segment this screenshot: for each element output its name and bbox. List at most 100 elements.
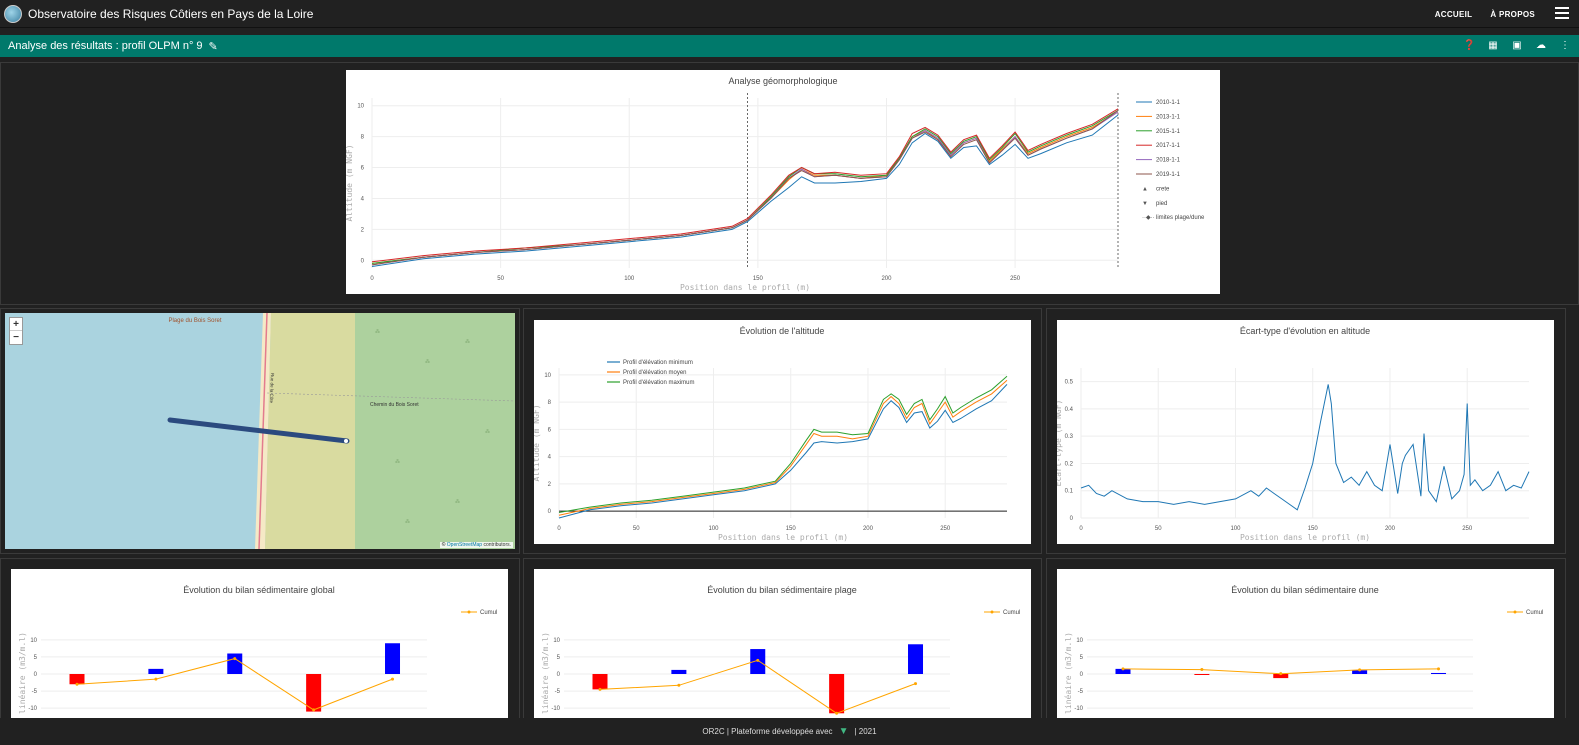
y-tick-label: 0 xyxy=(1080,672,1084,678)
x-tick-label: 150 xyxy=(786,526,797,532)
y-tick-label: -5 xyxy=(1078,689,1084,695)
zoom-out-button[interactable]: − xyxy=(13,332,19,343)
series-line-3 xyxy=(371,108,1119,263)
x-tick-label: 100 xyxy=(708,526,719,532)
x-axis-label: Position dans le profil (m) xyxy=(718,533,848,542)
y-tick-label: -10 xyxy=(28,706,37,712)
y-tick-label: 10 xyxy=(30,638,37,644)
y-tick-label: 0.3 xyxy=(1065,434,1074,440)
help-icon[interactable]: ❓ xyxy=(1463,40,1476,51)
bilan-global-chart[interactable]: Évolution du bilan sédimentaire global 10… xyxy=(11,569,508,718)
map-tiles[interactable]: ⁂ ⁂ ⁂ ⁂ ⁂ ⁂ ⁂ Plage du Bois Soret Chemin du Bo… xyxy=(5,313,515,549)
app-title[interactable]: Observatoire des Risques Côtiers en Pays… xyxy=(28,6,314,21)
cumul-point xyxy=(677,683,681,687)
bar xyxy=(908,644,924,674)
legend-label: Cumul xyxy=(1003,610,1020,616)
chart-title: Analyse géomorphologique xyxy=(728,76,837,86)
menu-icon[interactable] xyxy=(1555,7,1569,19)
more-vert-icon[interactable]: ⋮ xyxy=(1560,40,1570,51)
svg-text:⁂: ⁂ xyxy=(425,359,430,365)
bilan-dune-svg[interactable]: Évolution du bilan sédimentaire dune 10 5 0… xyxy=(1057,569,1554,718)
bar xyxy=(227,653,243,674)
bilan-plage-chart[interactable]: Évolution du bilan sédimentaire plage 10 5… xyxy=(534,569,1031,718)
x-tick-label: 150 xyxy=(753,276,764,282)
bar xyxy=(385,643,401,674)
y-axis-label: Écart-type (m NGF) xyxy=(1057,400,1063,487)
x-tick-label: 200 xyxy=(863,526,874,532)
y-tick-label: -5 xyxy=(555,689,561,695)
legend-label: Cumul xyxy=(1526,610,1543,616)
chart-title: Évolution du bilan sédimentaire plage xyxy=(707,585,857,595)
cumul-point xyxy=(233,657,237,661)
series-line-0 xyxy=(1080,384,1530,511)
bar xyxy=(69,674,85,685)
bar xyxy=(306,674,322,712)
bar xyxy=(148,668,164,674)
cumul-point xyxy=(1437,667,1441,671)
ecart-svg[interactable]: Écart-type d'évolution en altitude 0 50 100… xyxy=(1057,320,1554,544)
x-tick-label: 150 xyxy=(1308,526,1319,532)
svg-text:⁂: ⁂ xyxy=(465,339,470,345)
y-tick-label: 6 xyxy=(548,427,552,433)
legend-label: limites plage/dune xyxy=(1156,215,1205,221)
y-tick-label: 0.4 xyxy=(1065,407,1074,413)
y-tick-label: 0 xyxy=(34,672,38,678)
y-tick-label: 8 xyxy=(548,400,552,406)
legend-symbol: ··◆·· xyxy=(1142,215,1155,221)
x-tick-label: 50 xyxy=(497,276,504,282)
zoom-in-button[interactable]: + xyxy=(10,318,22,331)
y-axis-label: linéaire (m3/m.l) xyxy=(540,632,550,714)
series-line-4 xyxy=(371,111,1119,266)
cloud-upload-icon[interactable]: ☁ xyxy=(1536,40,1546,51)
svg-text:⁂: ⁂ xyxy=(455,499,460,505)
y-tick-label: -5 xyxy=(32,689,38,695)
bar xyxy=(592,674,608,690)
app-logo[interactable] xyxy=(4,4,22,23)
y-axis-label: Altitude (m NGF) xyxy=(534,404,541,481)
y-tick-label: 4 xyxy=(361,196,365,202)
altitude-chart[interactable]: Évolution de l'altitude 0 50 100 150 200 250 0 2… xyxy=(534,320,1031,544)
legend-label: crete xyxy=(1156,186,1170,192)
cumul-point xyxy=(391,677,395,681)
cumul-point xyxy=(598,687,602,691)
legend-label: Profil d'élévation minimum xyxy=(623,360,693,366)
nav-a-propos-link[interactable]: À PROPOS xyxy=(1490,9,1535,19)
y-tick-label: 2 xyxy=(548,482,552,488)
bilan-global-svg[interactable]: Évolution du bilan sédimentaire global 10… xyxy=(11,569,508,718)
series-line-1 xyxy=(371,111,1119,264)
y-axis-label: linéaire (m3/m.l) xyxy=(17,632,27,714)
y-tick-label: 5 xyxy=(34,655,38,661)
geomorpho-svg[interactable]: Analyse géomorphologique 0 50 100 150 200 250 0… xyxy=(346,70,1220,294)
svg-text:⁂: ⁂ xyxy=(395,459,400,465)
altitude-svg[interactable]: Évolution de l'altitude 0 50 100 150 200 250 0 2… xyxy=(534,320,1031,544)
y-tick-label: -10 xyxy=(1074,706,1083,712)
top-nav: ACCUEIL À PROPOS xyxy=(1435,0,1535,28)
calendar-icon[interactable]: ▣ xyxy=(1512,40,1522,51)
ecart-chart[interactable]: Écart-type d'évolution en altitude 0 50 100… xyxy=(1057,320,1554,544)
bar xyxy=(1194,674,1210,675)
analysis-toolbar: Analyse des résultats : profil OLPM n° 9… xyxy=(0,35,1579,57)
bilan-plage-svg[interactable]: Évolution du bilan sédimentaire plage 10 5… xyxy=(534,569,1031,718)
x-tick-label: 0 xyxy=(1079,526,1083,532)
y-tick-label: 0.5 xyxy=(1065,380,1074,386)
osm-link[interactable]: OpenStreetMap xyxy=(446,542,483,548)
footer: OR2C | Plateforme développée avec ▼ | 20… xyxy=(0,718,1579,745)
series-line-2 xyxy=(371,109,1119,264)
nav-accueil-link[interactable]: ACCUEIL xyxy=(1434,9,1473,19)
y-tick-label: 0 xyxy=(557,672,561,678)
x-tick-label: 100 xyxy=(624,276,635,282)
chart-title: Évolution de l'altitude xyxy=(740,326,825,336)
chart-title: Évolution du bilan sédimentaire global xyxy=(183,585,335,595)
geomorpho-chart[interactable]: Analyse géomorphologique 0 50 100 150 200 250 0… xyxy=(346,70,1220,294)
series-line-1 xyxy=(558,379,1008,516)
legend-label: 2019-1-1 xyxy=(1156,172,1181,178)
calendar-range-icon[interactable]: ▦ xyxy=(1488,40,1498,51)
footer-text: OR2C | Plateforme développée avec xyxy=(702,727,833,736)
legend-label: Profil d'élévation maximum xyxy=(623,380,695,386)
attribution-prefix: © xyxy=(441,542,447,548)
legend-label: 2013-1-1 xyxy=(1156,114,1181,120)
edit-icon[interactable]: ✎ xyxy=(208,40,218,53)
bilan-dune-chart[interactable]: Évolution du bilan sédimentaire dune 10 5 0… xyxy=(1057,569,1554,718)
map-view[interactable]: ⁂ ⁂ ⁂ ⁂ ⁂ ⁂ ⁂ Plage du Bois Soret Chemin du Bo… xyxy=(5,313,515,549)
cumul-point xyxy=(914,682,918,686)
